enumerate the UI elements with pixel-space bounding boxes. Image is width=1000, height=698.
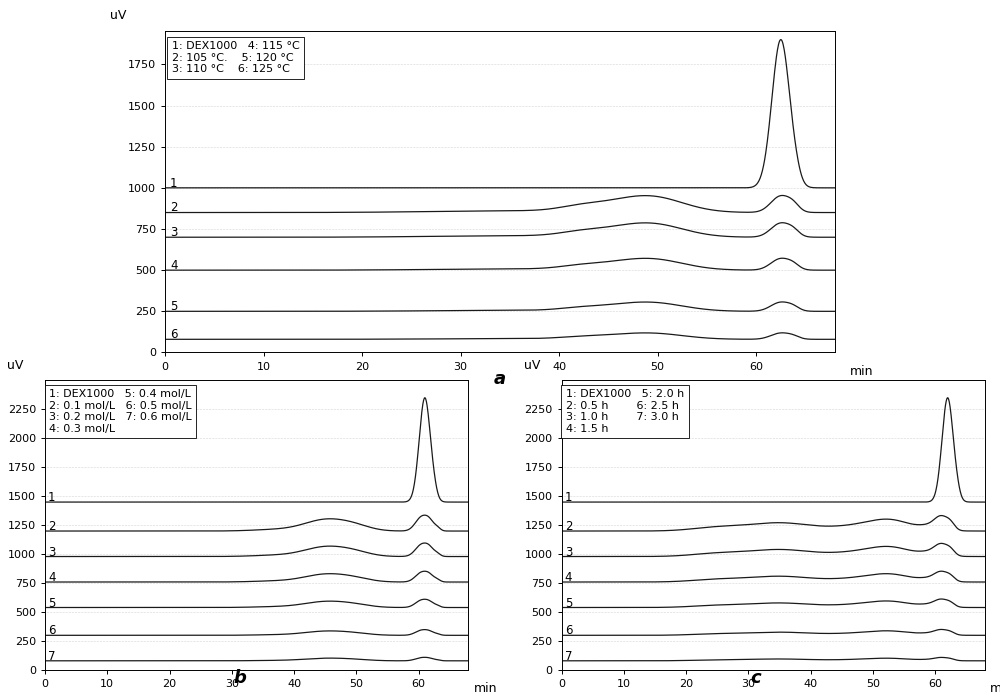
Text: 7: 7 (48, 650, 56, 663)
Text: 1: 1 (565, 491, 572, 504)
Text: 1: DEX1000   5: 2.0 h
2: 0.5 h        6: 2.5 h
3: 1.0 h        7: 3.0 h
4: 1.5 h: 1: DEX1000 5: 2.0 h 2: 0.5 h 6: 2.5 h 3:… (566, 389, 684, 434)
Text: 4: 4 (565, 571, 572, 584)
Text: 1: 1 (170, 177, 177, 190)
Text: a: a (494, 370, 506, 388)
Text: 3: 3 (170, 226, 177, 239)
X-axis label: min: min (990, 682, 1000, 695)
Text: 3: 3 (565, 546, 572, 558)
Text: 5: 5 (565, 597, 572, 609)
Text: 1: 1 (48, 491, 56, 504)
Text: 4: 4 (48, 571, 56, 584)
Text: 5: 5 (48, 597, 55, 609)
Text: 2: 2 (170, 201, 177, 214)
Text: 7: 7 (565, 650, 572, 663)
X-axis label: min: min (474, 682, 497, 695)
Text: 4: 4 (170, 259, 177, 272)
Text: 3: 3 (48, 546, 55, 558)
Text: 5: 5 (170, 300, 177, 313)
Text: 1: DEX1000   4: 115 °C
2: 105 °C.    5: 120 °C
3: 110 °C    6: 125 °C: 1: DEX1000 4: 115 °C 2: 105 °C. 5: 120 °… (172, 41, 299, 74)
Text: 2: 2 (565, 520, 572, 533)
Text: c: c (751, 669, 761, 687)
Y-axis label: uV: uV (110, 9, 126, 22)
Text: 1: DEX1000   5: 0.4 mol/L
2: 0.1 mol/L   6: 0.5 mol/L
3: 0.2 mol/L   7: 0.6 mol/: 1: DEX1000 5: 0.4 mol/L 2: 0.1 mol/L 6: … (49, 389, 192, 434)
Text: 6: 6 (565, 625, 572, 637)
Text: 6: 6 (170, 328, 177, 341)
X-axis label: min: min (850, 365, 874, 378)
Text: 6: 6 (48, 625, 56, 637)
Text: 2: 2 (48, 520, 56, 533)
Y-axis label: uV: uV (524, 359, 540, 372)
Y-axis label: uV: uV (7, 359, 24, 372)
Text: b: b (234, 669, 246, 687)
